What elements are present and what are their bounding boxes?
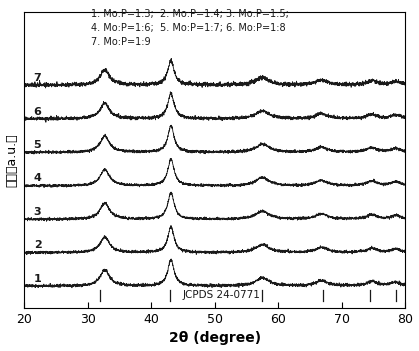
Text: JCPDS 24-0771: JCPDS 24-0771 (183, 290, 261, 300)
Text: 4: 4 (34, 173, 41, 183)
Text: 5: 5 (34, 140, 41, 150)
Text: 7: 7 (34, 73, 41, 83)
Text: 6: 6 (34, 107, 41, 117)
Y-axis label: 强度（a.u.）: 强度（a.u.） (5, 133, 18, 187)
Text: 3: 3 (34, 207, 41, 217)
Text: 1: 1 (34, 274, 41, 284)
Text: 1. Mo:P=1:3;  2. Mo:P=1:4; 3. Mo:P=1:5;
4. Mo:P=1:6;  5. Mo:P=1:7; 6. Mo:P=1:8
7: 1. Mo:P=1:3; 2. Mo:P=1:4; 3. Mo:P=1:5; 4… (91, 8, 289, 47)
X-axis label: 2θ (degree): 2θ (degree) (169, 331, 261, 345)
Text: 2: 2 (34, 240, 41, 250)
